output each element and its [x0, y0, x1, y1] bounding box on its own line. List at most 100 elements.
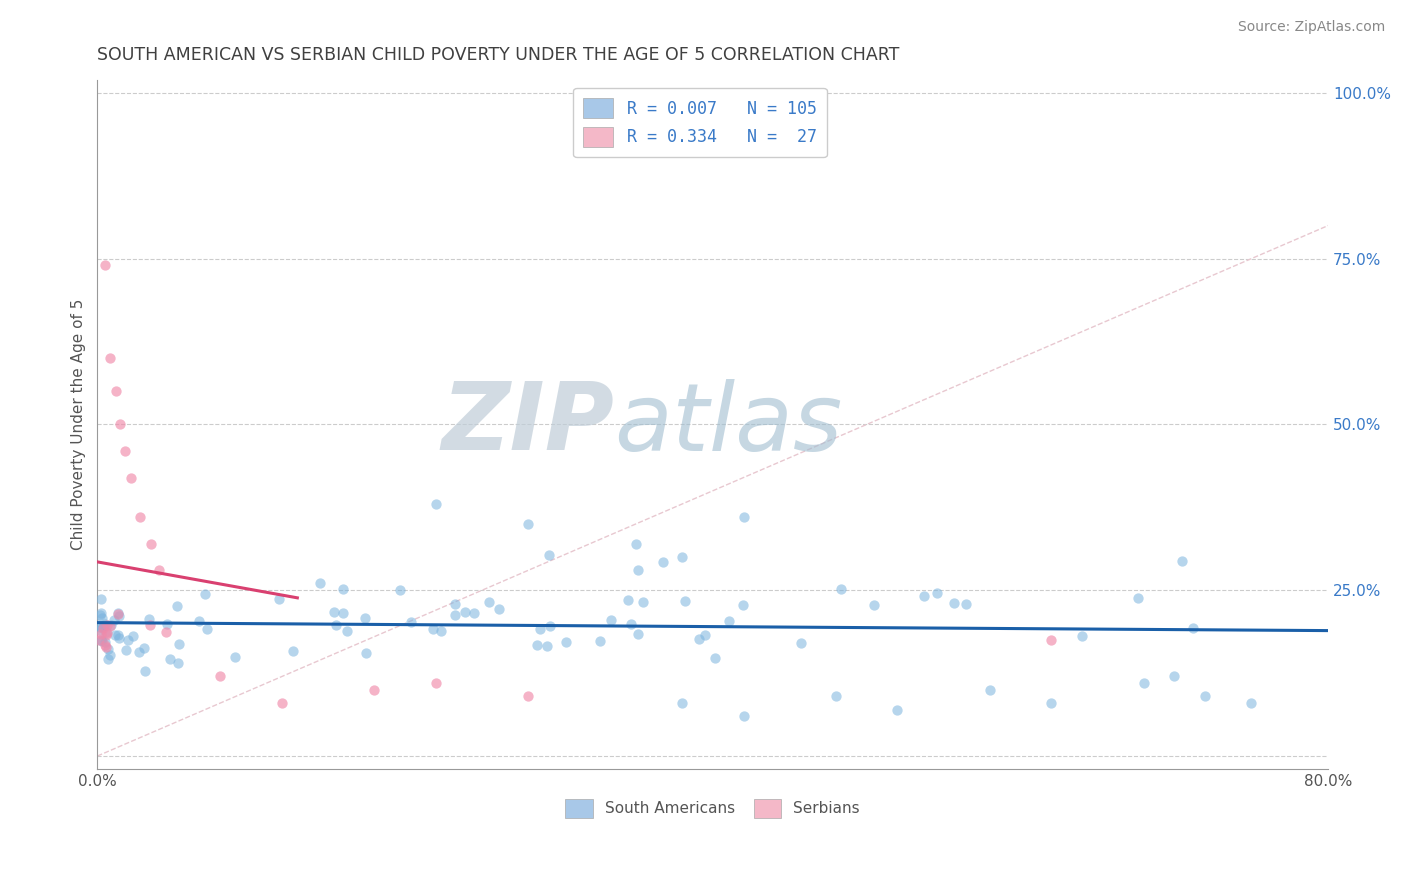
Point: [90, 633, 112, 648]
Point: [90, 627, 112, 641]
Point: [688, 632, 710, 646]
Point: [138, 611, 160, 625]
Point: [717, 614, 740, 628]
Point: [979, 682, 1001, 697]
Point: [128, 645, 150, 659]
Point: [589, 634, 612, 648]
Point: [100, 648, 122, 662]
Point: [526, 638, 548, 652]
Point: [96, 626, 118, 640]
Point: [114, 444, 136, 458]
Point: [89, 619, 111, 633]
Point: [94, 635, 117, 649]
Point: [104, 384, 127, 399]
Point: [617, 593, 640, 607]
Y-axis label: Child Poverty Under the Age of 5: Child Poverty Under the Age of 5: [72, 299, 86, 550]
Point: [733, 598, 755, 612]
Point: [673, 594, 696, 608]
Point: [89, 624, 111, 638]
Point: [1240, 696, 1263, 710]
Point: [107, 607, 129, 622]
Point: [332, 606, 354, 620]
Point: [862, 599, 884, 613]
Point: [399, 615, 422, 629]
Point: [1170, 554, 1192, 568]
Point: [100, 617, 122, 632]
Point: [1071, 629, 1094, 643]
Point: [91, 622, 114, 636]
Point: [443, 608, 465, 623]
Point: [422, 622, 444, 636]
Point: [624, 537, 647, 551]
Point: [117, 632, 139, 647]
Point: [166, 599, 188, 614]
Point: [97, 652, 120, 666]
Point: [671, 696, 693, 710]
Point: [195, 622, 218, 636]
Point: [114, 643, 136, 657]
Point: [91, 634, 114, 648]
Point: [517, 690, 540, 704]
Point: [886, 703, 908, 717]
Point: [90, 592, 112, 607]
Point: [167, 656, 190, 670]
Point: [91, 611, 114, 625]
Point: [620, 617, 643, 632]
Point: [529, 622, 551, 636]
Point: [167, 637, 190, 651]
Point: [651, 555, 673, 569]
Point: [97, 642, 120, 657]
Text: atlas: atlas: [614, 379, 842, 470]
Point: [463, 607, 485, 621]
Point: [98, 351, 121, 366]
Point: [536, 640, 558, 654]
Point: [1040, 632, 1063, 647]
Point: [444, 597, 467, 611]
Point: [159, 652, 181, 666]
Point: [269, 592, 291, 607]
Point: [1181, 621, 1204, 635]
Point: [94, 258, 117, 272]
Point: [363, 682, 385, 697]
Point: [388, 582, 411, 597]
Point: [671, 550, 693, 565]
Point: [538, 619, 561, 633]
Point: [141, 537, 163, 551]
Point: [942, 596, 965, 610]
Legend: South Americans, Serbians: South Americans, Serbians: [560, 793, 866, 823]
Point: [148, 563, 170, 577]
Point: [912, 590, 935, 604]
Point: [96, 618, 118, 632]
Point: [107, 606, 129, 620]
Point: [155, 624, 177, 639]
Point: [627, 563, 650, 577]
Point: [89, 607, 111, 622]
Text: ZIP: ZIP: [441, 378, 614, 470]
Point: [224, 650, 246, 665]
Point: [354, 610, 377, 624]
Point: [138, 618, 160, 632]
Point: [96, 628, 118, 642]
Point: [325, 618, 347, 632]
Point: [354, 646, 377, 660]
Point: [1163, 669, 1185, 683]
Point: [599, 613, 621, 627]
Point: [693, 628, 716, 642]
Point: [790, 636, 813, 650]
Point: [1194, 690, 1216, 704]
Point: [103, 613, 125, 627]
Point: [94, 638, 117, 652]
Point: [1132, 676, 1154, 690]
Point: [322, 605, 344, 619]
Point: [91, 620, 114, 634]
Point: [209, 669, 232, 683]
Point: [332, 582, 354, 597]
Point: [91, 620, 114, 634]
Point: [425, 497, 447, 511]
Text: SOUTH AMERICAN VS SERBIAN CHILD POVERTY UNDER THE AGE OF 5 CORRELATION CHART: SOUTH AMERICAN VS SERBIAN CHILD POVERTY …: [97, 46, 900, 64]
Point: [94, 640, 117, 654]
Point: [129, 510, 152, 524]
Point: [132, 640, 155, 655]
Point: [107, 628, 129, 642]
Point: [188, 614, 211, 628]
